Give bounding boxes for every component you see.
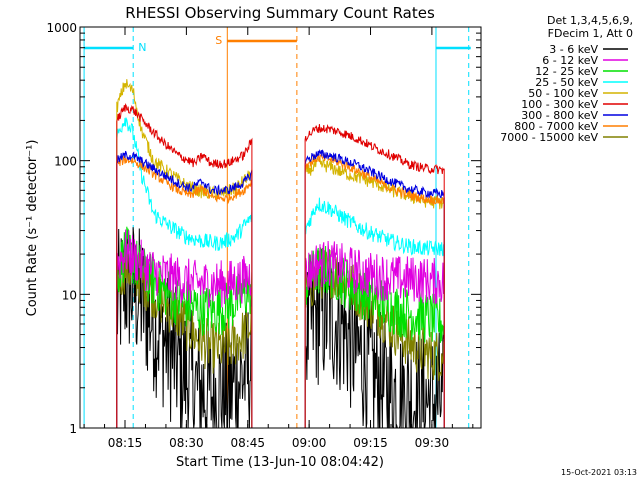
legend-entry-1: 6 - 12 keV <box>542 54 598 67</box>
footer-timestamp: 15-Oct-2021 03:13 <box>561 468 637 477</box>
series-5-seg1 <box>116 103 253 428</box>
legend-entry-3: 25 - 50 keV <box>535 76 598 89</box>
series-6 <box>116 148 445 428</box>
series-0 <box>116 227 445 429</box>
legend-entry-2: 12 - 25 keV <box>535 65 598 78</box>
y-tick-label-1: 10 <box>62 288 77 302</box>
y-axis-label: Count Rate (s⁻¹ detector⁻¹) <box>25 140 40 317</box>
legend-entry-4: 50 - 100 keV <box>528 87 598 100</box>
night-label: N <box>138 41 146 54</box>
legend-header-1: FDecim 1, Att 0 <box>548 27 633 40</box>
x-tick-label-1: 08:30 <box>169 436 204 450</box>
chart-title: RHESSI Observing Summary Count Rates <box>125 4 435 22</box>
x-tick-label-3: 09:00 <box>292 436 327 450</box>
series-5 <box>116 103 445 428</box>
y-tick-label-3: 1000 <box>46 21 77 35</box>
series-5-seg2 <box>304 123 445 428</box>
series-1-seg1 <box>116 229 253 428</box>
x-tick-label-4: 09:15 <box>353 436 388 450</box>
x-axis: 08:15 08:30 08:45 09:00 09:15 09:30 <box>83 27 474 450</box>
x-tick-label-2: 08:45 <box>230 436 265 450</box>
legend-entry-5: 100 - 300 keV <box>521 98 598 111</box>
y-tick-label-0: 1 <box>69 422 77 436</box>
y-tick-label-2: 100 <box>54 155 77 169</box>
series-1 <box>116 229 445 428</box>
series-6-seg1 <box>116 150 253 428</box>
series-3-seg2 <box>304 197 445 428</box>
legend-entry-6: 300 - 800 keV <box>521 109 598 122</box>
series-1-seg2 <box>304 240 445 428</box>
x-tick-label-0: 08:15 <box>108 436 143 450</box>
legend: Det 1,3,4,5,6,9,FDecim 1, Att 0 3 - 6 keV… <box>500 14 633 144</box>
y-axis: 1 10 100 1000 <box>46 21 481 436</box>
instrument-markers: NS <box>83 27 471 428</box>
legend-entry-8: 7000 - 15000 keV <box>500 131 598 144</box>
series-8-seg1 <box>116 243 253 428</box>
legend-entry-0: 3 - 6 keV <box>549 43 598 56</box>
saa-label: S <box>215 34 222 47</box>
series-6-seg2 <box>304 148 445 428</box>
series-0-seg1 <box>116 227 253 429</box>
plot-frame <box>79 26 482 429</box>
legend-entry-7: 800 - 7000 keV <box>514 120 598 133</box>
x-axis-label: Start Time (13-Jun-10 08:04:42) <box>176 455 384 470</box>
series-layer <box>116 79 445 429</box>
series-7-seg1 <box>116 155 253 428</box>
legend-header-0: Det 1,3,4,5,6,9, <box>547 14 633 27</box>
series-2-seg2 <box>304 245 445 428</box>
x-tick-label-5: 09:30 <box>415 436 450 450</box>
